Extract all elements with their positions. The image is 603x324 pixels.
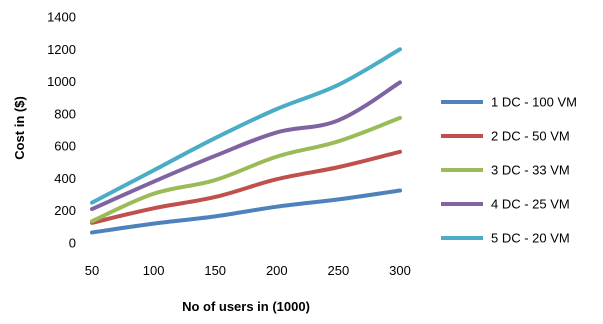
- y-tick-label: 1000: [47, 74, 76, 89]
- y-axis-ticks: 0 200 400 600 800 1000 1200 1400: [47, 10, 76, 251]
- x-tick-label: 300: [389, 263, 411, 278]
- legend-label: 4 DC - 25 VM: [491, 197, 570, 212]
- y-axis-title: Cost in ($): [12, 96, 27, 160]
- series-lines: [90, 47, 402, 235]
- y-tick-label: 400: [54, 171, 76, 186]
- y-tick-label: 200: [54, 203, 76, 218]
- y-tick-label: 1200: [47, 42, 76, 57]
- series-line-4: [90, 80, 402, 212]
- series-line-1: [90, 188, 402, 235]
- legend-item: 4 DC - 25 VM: [441, 197, 570, 212]
- legend-label: 2 DC - 50 VM: [491, 129, 570, 144]
- x-axis-title: No of users in (1000): [182, 299, 310, 314]
- legend-item: 5 DC - 20 VM: [441, 231, 570, 246]
- legend-item: 1 DC - 100 VM: [441, 95, 577, 110]
- legend-label: 5 DC - 20 VM: [491, 231, 570, 246]
- y-tick-label: 0: [69, 236, 76, 251]
- legend: 1 DC - 100 VM 2 DC - 50 VM 3 DC - 33 VM 4 D…: [441, 95, 577, 246]
- x-tick-label: 150: [204, 263, 226, 278]
- series-line-2: [90, 149, 402, 225]
- legend-label: 1 DC - 100 VM: [491, 95, 577, 110]
- x-tick-label: 100: [143, 263, 165, 278]
- legend-item: 2 DC - 50 VM: [441, 129, 570, 144]
- x-tick-label: 250: [328, 263, 350, 278]
- legend-label: 3 DC - 33 VM: [491, 163, 570, 178]
- x-axis-ticks: 50 100 150 200 250 300: [85, 263, 411, 278]
- series-line-5: [90, 47, 402, 205]
- legend-item: 3 DC - 33 VM: [441, 163, 570, 178]
- y-tick-label: 800: [54, 106, 76, 121]
- x-tick-label: 200: [266, 263, 288, 278]
- series-line-3: [90, 115, 402, 224]
- y-tick-label: 1400: [47, 10, 76, 25]
- y-tick-label: 600: [54, 139, 76, 154]
- x-tick-label: 50: [85, 263, 99, 278]
